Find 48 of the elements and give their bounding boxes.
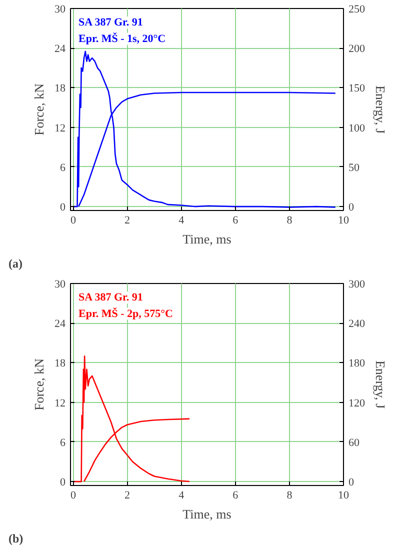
y-tick-label: 12 bbox=[54, 397, 66, 410]
x-tick-label: 8 bbox=[286, 214, 293, 226]
y2-tick-label: 0 bbox=[348, 476, 354, 489]
y-tick-label: 24 bbox=[54, 43, 66, 56]
y2-axis-title: Energy, J bbox=[373, 85, 388, 134]
text: (b) bbox=[8, 532, 24, 546]
y-tick-label: 6 bbox=[60, 436, 66, 449]
y2-tick-label: 300 bbox=[348, 278, 366, 290]
y-tick-label: 6 bbox=[60, 162, 66, 174]
y-tick-label: 18 bbox=[54, 82, 66, 95]
y-tick-label: 12 bbox=[54, 122, 66, 134]
x-tick-label: 10 bbox=[338, 214, 350, 226]
y2-tick-label: 150 bbox=[348, 82, 366, 95]
y-axis-title: Force, kN bbox=[32, 82, 46, 136]
x-axis-title: Time, ms bbox=[182, 232, 232, 246]
x-tick-label: 0 bbox=[70, 214, 76, 226]
y2-tick-label: 200 bbox=[348, 43, 366, 56]
y-tick-label: 0 bbox=[60, 202, 66, 214]
x-tick-label: 6 bbox=[232, 490, 239, 502]
x-tick-label: 4 bbox=[178, 214, 185, 226]
y-tick-label: 24 bbox=[54, 318, 66, 330]
y-tick-label: 18 bbox=[54, 358, 66, 370]
x-tick-label: 8 bbox=[286, 490, 293, 502]
text: (a) bbox=[8, 256, 22, 270]
y2-tick-label: 180 bbox=[348, 358, 366, 370]
x-tick-label: 2 bbox=[124, 490, 130, 502]
y2-tick-label: 60 bbox=[348, 436, 360, 449]
y-tick-label: 0 bbox=[60, 476, 66, 489]
annotation: SA 387 Gr. 91 bbox=[78, 292, 143, 304]
y-tick-label: 30 bbox=[54, 4, 66, 16]
x-tick-label: 4 bbox=[178, 490, 185, 502]
y2-tick-label: 240 bbox=[348, 318, 366, 330]
y2-tick-label: 100 bbox=[348, 122, 366, 134]
annotation: Epr. MŠ - 1s, 20°C bbox=[78, 32, 166, 45]
y2-tick-label: 0 bbox=[348, 202, 354, 214]
y2-tick-label: 50 bbox=[348, 162, 360, 174]
x-tick-label: 6 bbox=[232, 214, 239, 226]
x-axis-title: Time, ms bbox=[182, 506, 232, 522]
annotation: SA 387 Gr. 91 bbox=[78, 16, 143, 29]
x-tick-label: 10 bbox=[338, 490, 350, 502]
y2-axis-title: Energy, J bbox=[373, 360, 388, 409]
y-tick-label: 30 bbox=[54, 278, 66, 290]
y2-tick-label: 250 bbox=[348, 4, 366, 16]
y-axis-title: Force, kN bbox=[32, 358, 46, 410]
x-tick-label: 0 bbox=[70, 490, 76, 502]
annotation: Epr. MŠ - 2p, 575°C bbox=[78, 306, 174, 320]
y2-tick-label: 120 bbox=[348, 397, 366, 410]
x-tick-label: 2 bbox=[124, 214, 130, 226]
